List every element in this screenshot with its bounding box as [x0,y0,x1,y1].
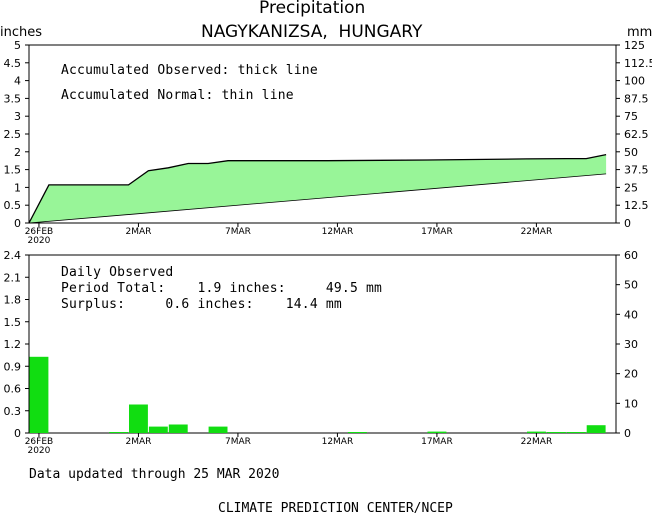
daily-x-tick-label: 22MAR [521,437,553,447]
accum-left-tick-label: 1.5 [4,164,22,177]
accum-left-tick-label: 0 [14,217,21,230]
left-unit-label: inches [0,25,43,40]
accum-right-tick-label: 50 [624,146,638,159]
accum-x-tick-label: 17MAR [421,227,453,237]
daily-bar [527,431,546,433]
daily-bar [427,431,447,433]
daily-left-tick-label: 2.1 [4,271,22,284]
daily-left-tick-label: 0 [14,427,21,440]
accum-left-tick-label: 4 [14,75,21,88]
data-updated-text: Data updated through 25 MAR 2020 [29,467,280,482]
daily-x-tick-label: 7MAR [225,437,251,447]
accum-left-tick-label: 3.5 [4,92,22,105]
accum-right-tick-label: 87.5 [624,92,649,105]
accum-left-tick-label: 3 [14,110,21,123]
accum-left-tick-label: 5 [14,39,21,52]
accum-left-tick-label: 1 [14,181,21,194]
accum-x-tick-label: 2MAR [125,227,151,237]
daily-bar [148,426,168,433]
daily-right-tick-label: 40 [624,308,638,321]
observed-line [28,153,607,224]
daily-x-year-label: 2020 [27,446,50,456]
daily-x-tick-label: 12MAR [322,437,354,447]
daily-bar [129,404,148,433]
daily-right-tick-label: 50 [624,279,638,292]
chart-title: Precipitation [259,0,366,18]
station-name: NAGYKANIZSA, HUNGARY [201,22,423,42]
daily-x-tick-label: 26FEB [25,437,54,447]
accum-x-tick-label: 7MAR [225,227,251,237]
daily-bar [586,425,606,433]
accum-right-tick-label: 37.5 [624,164,649,177]
daily-right-tick-label: 10 [624,397,638,410]
daily-precip-chart: 0 0.3 0.6 0.9 1.2 1.5 1.8 2.1 2.4 0 10 20 30 40 50 60 26… [4,249,639,456]
daily-bar [208,426,228,433]
daily-bar [29,356,49,433]
daily-x-tick-label: 17MAR [421,437,453,447]
normal-legend-text: Accumulated Normal: thin line [61,88,294,103]
accum-left-tick-label: 2 [14,146,21,159]
accum-left-tick-label: 4.5 [4,57,22,70]
accum-right-tick-label: 100 [624,75,645,88]
accum-x-tick-label: 12MAR [322,227,354,237]
daily-x-tick-label: 2MAR [125,437,151,447]
observed-legend-text: Accumulated Observed: thick line [61,63,318,78]
daily-left-tick-label: 2.4 [4,249,22,262]
accum-right-tick-label: 25 [624,181,638,194]
daily-observed-label: Daily Observed [61,265,174,280]
daily-left-tick-label: 1.2 [4,338,22,351]
daily-left-tick-label: 1.8 [4,294,22,307]
daily-left-tick-label: 0.9 [4,360,22,373]
accum-left-tick-label: 0.5 [4,199,22,212]
period-total-text: Period Total: 1.9 inches: 49.5 mm [61,281,383,296]
daily-right-tick-label: 0 [624,427,631,440]
daily-left-tick-label: 1.5 [4,316,22,329]
accum-x-tick-label: 26FEB [25,227,54,237]
daily-bar [168,424,188,433]
accum-left-tick-label: 2.5 [4,128,22,141]
accum-right-tick-label: 62.5 [624,128,649,141]
daily-bar [566,432,586,433]
accum-right-tick-label: 75 [624,110,638,123]
right-unit-label: mm [627,25,652,40]
daily-left-tick-label: 0.6 [4,383,22,396]
daily-bar [347,432,367,433]
credit-text: CLIMATE PREDICTION CENTER/NCEP [218,501,453,516]
accum-x-year-label: 2020 [27,236,50,246]
surplus-text: Surplus: 0.6 inches: 14.4 mm [61,297,342,312]
accumulated-precip-chart: 00.511.522.533.544.55012.52537.55062.575… [4,39,652,246]
daily-left-tick-label: 0.3 [4,405,22,418]
normal-line [28,173,607,224]
daily-bar [546,432,566,433]
daily-right-tick-label: 20 [624,368,638,381]
accum-right-tick-label: 125 [624,39,645,52]
accum-x-tick-label: 22MAR [521,227,553,237]
daily-right-tick-label: 30 [624,338,638,351]
accum-right-tick-label: 12.5 [624,199,649,212]
daily-right-tick-label: 60 [624,249,638,262]
accum-right-tick-label: 112.5 [624,57,652,70]
accum-right-tick-label: 0 [624,217,631,230]
daily-bar [109,432,128,433]
surplus-area [29,154,607,223]
